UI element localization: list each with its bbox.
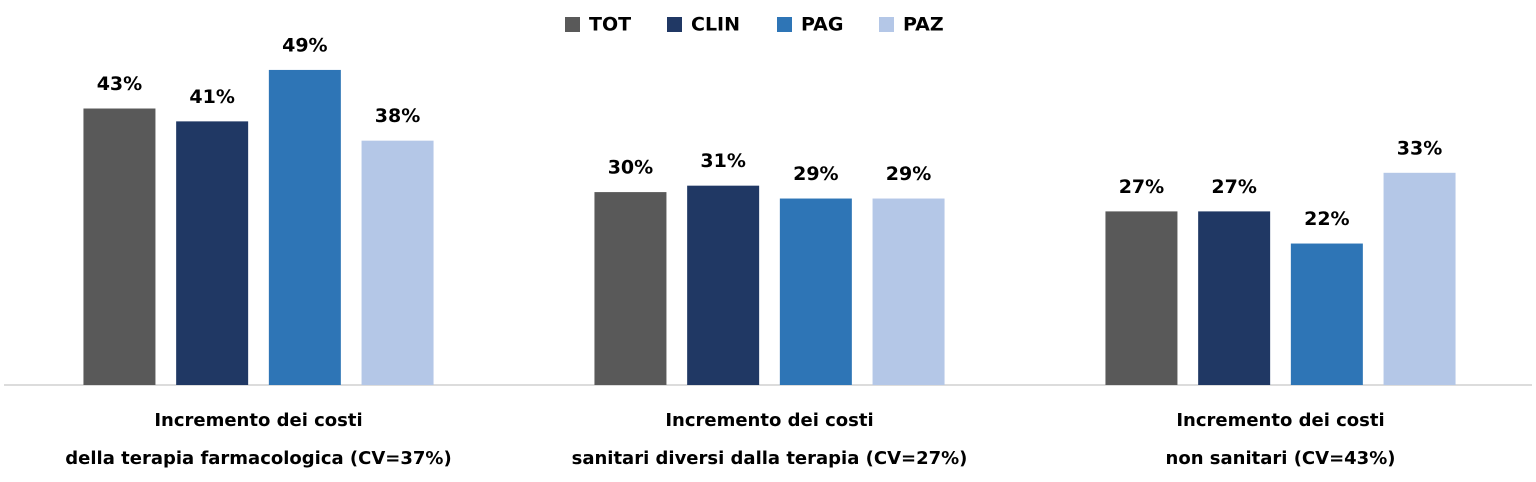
bar xyxy=(687,185,760,385)
bar xyxy=(268,69,341,386)
x-tick-label: Incremento dei costi xyxy=(1176,410,1384,431)
x-tick-label: Incremento dei costi xyxy=(665,410,873,431)
data-label: 38% xyxy=(375,105,420,127)
legend-swatch xyxy=(879,17,894,32)
data-label: 27% xyxy=(1211,176,1256,198)
x-tick-label: Incremento dei costi xyxy=(154,410,362,431)
bar xyxy=(83,108,156,385)
x-tick-label: della terapia farmacologica (CV=37%) xyxy=(65,448,451,469)
x-tick-label: sanitari diversi dalla terapia (CV=27%) xyxy=(572,448,968,469)
data-label: 49% xyxy=(282,34,327,56)
bar xyxy=(1198,211,1271,385)
legend-swatch xyxy=(565,17,580,32)
data-label: 41% xyxy=(189,86,234,108)
bar xyxy=(361,140,434,385)
bar xyxy=(1290,243,1363,385)
legend-label: PAG xyxy=(801,14,843,36)
bar xyxy=(872,198,945,385)
data-label: 43% xyxy=(97,73,142,95)
data-label: 29% xyxy=(886,163,931,185)
bar xyxy=(1105,211,1178,385)
data-label: 31% xyxy=(700,150,745,172)
data-label: 29% xyxy=(793,163,838,185)
legend-label: TOT xyxy=(589,14,631,36)
legend-label: PAZ xyxy=(903,14,944,36)
bar xyxy=(176,121,249,386)
data-label: 33% xyxy=(1397,137,1442,159)
legend-swatch xyxy=(777,17,792,32)
bar xyxy=(779,198,852,385)
data-label: 27% xyxy=(1119,176,1164,198)
bar xyxy=(594,192,667,385)
data-label: 30% xyxy=(608,157,653,179)
x-tick-label: non sanitari (CV=43%) xyxy=(1166,448,1396,469)
legend-label: CLIN xyxy=(691,14,740,36)
data-label: 22% xyxy=(1304,208,1349,230)
legend-swatch xyxy=(667,17,682,32)
bar xyxy=(1383,172,1456,385)
